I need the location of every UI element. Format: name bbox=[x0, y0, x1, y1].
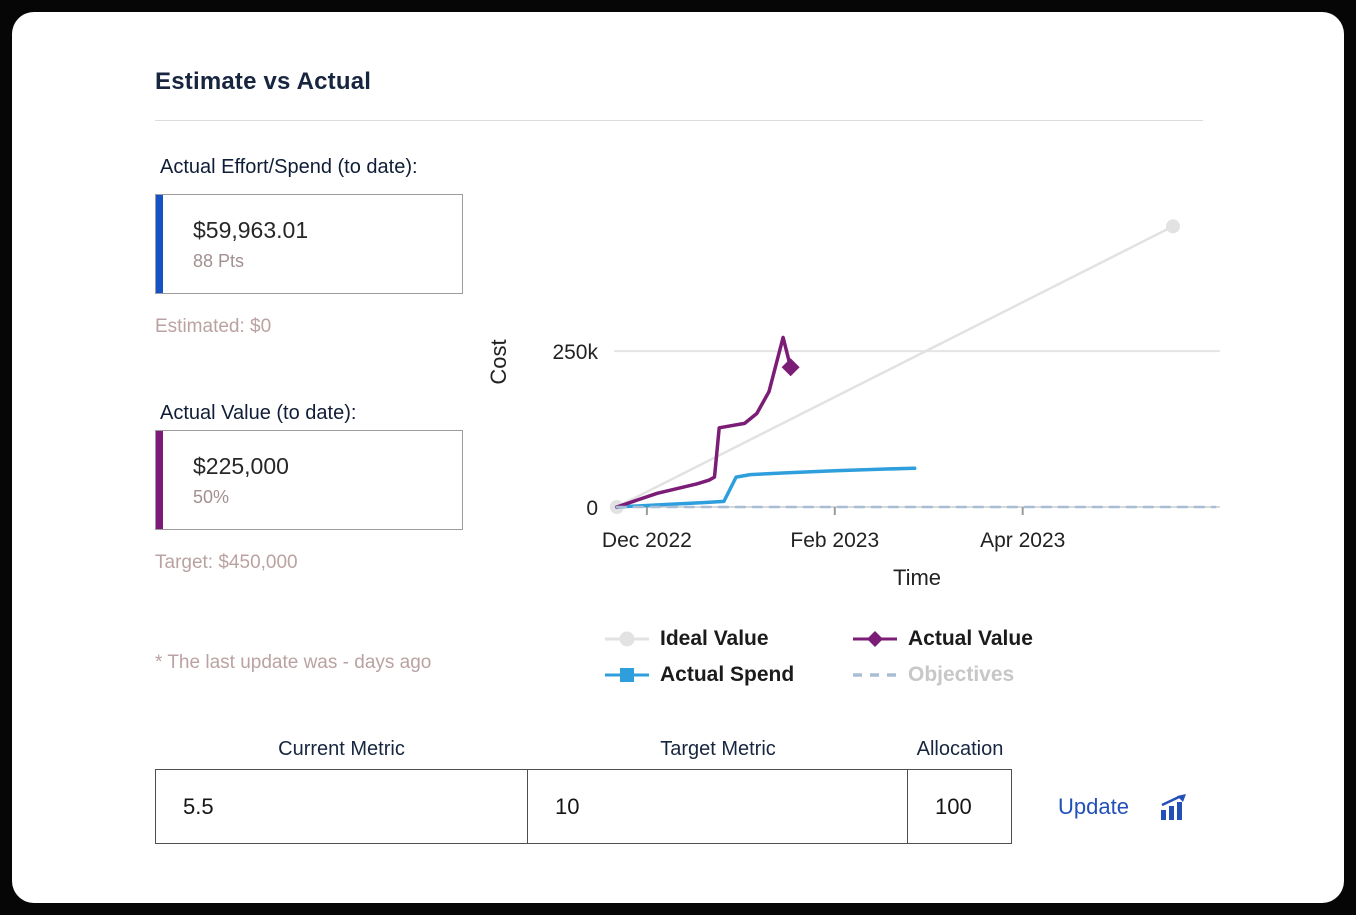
current-metric-input[interactable] bbox=[156, 770, 528, 843]
value-label: Actual Value (to date): bbox=[160, 402, 357, 424]
estimate-vs-actual-card: Estimate vs Actual Actual Effort/Spend (… bbox=[12, 12, 1344, 903]
legend-item-actual-value[interactable]: Actual Value bbox=[852, 624, 1112, 654]
legend-item-ideal-value[interactable]: Ideal Value bbox=[604, 624, 852, 654]
ideal-value-legend-marker bbox=[605, 631, 649, 647]
actual-spend-legend-marker bbox=[605, 668, 649, 682]
value-footnote: Target: $450,000 bbox=[155, 552, 298, 573]
current-metric-header: Current Metric bbox=[278, 738, 405, 760]
update-button[interactable]: Update bbox=[1058, 793, 1129, 819]
effort-subvalue: 88 Pts bbox=[193, 250, 245, 271]
value-subvalue: 50% bbox=[193, 486, 230, 507]
value-value: $225,000 bbox=[193, 452, 289, 479]
legend-label-actual-value: Actual Value bbox=[908, 627, 1033, 650]
target-metric-header: Target Metric bbox=[660, 738, 776, 760]
allocation-input[interactable] bbox=[908, 770, 1011, 843]
page-title: Estimate vs Actual bbox=[155, 68, 372, 95]
actual-value-legend-marker bbox=[853, 631, 897, 647]
effort-accent-bar bbox=[156, 195, 163, 293]
legend-item-actual-spend[interactable]: Actual Spend bbox=[604, 660, 852, 690]
trend-chart-icon[interactable] bbox=[1159, 793, 1189, 821]
value-value-box: $225,000 50% bbox=[155, 430, 463, 530]
svg-text:250k: 250k bbox=[552, 341, 598, 364]
estimate-vs-actual-chart: 0 250k Dec 2022 Feb 2023 Apr 2023 Time Cost bbox=[486, 219, 1220, 590]
svg-text:Cost: Cost bbox=[486, 339, 511, 384]
title-divider bbox=[155, 120, 1203, 121]
legend-item-objectives[interactable]: Objectives bbox=[852, 660, 1112, 690]
allocation-header: Allocation bbox=[916, 738, 1004, 760]
legend-label-objectives: Objectives bbox=[908, 663, 1015, 686]
update-controls: Update bbox=[1058, 769, 1189, 844]
svg-text:Apr 2023: Apr 2023 bbox=[980, 529, 1065, 552]
value-accent-bar bbox=[156, 431, 163, 529]
svg-text:Dec 2022: Dec 2022 bbox=[602, 529, 692, 552]
effort-value: $59,963.01 bbox=[193, 216, 309, 243]
effort-footnote: Estimated: $0 bbox=[155, 316, 272, 337]
target-metric-input[interactable] bbox=[528, 770, 908, 843]
svg-text:0: 0 bbox=[586, 497, 598, 520]
effort-value-box: $59,963.01 88 Pts bbox=[155, 194, 463, 294]
form-headers: Current Metric Target Metric Allocation bbox=[155, 738, 1012, 761]
objectives-legend-marker bbox=[853, 673, 897, 677]
svg-text:Time: Time bbox=[893, 565, 941, 590]
last-update-note: * The last update was - days ago bbox=[155, 652, 432, 673]
svg-text:Feb 2023: Feb 2023 bbox=[790, 529, 879, 552]
legend-label-actual-spend: Actual Spend bbox=[660, 663, 795, 686]
chart-legend: Ideal Value Actual Value Actual Spend Ob… bbox=[604, 624, 1112, 690]
legend-label-ideal-value: Ideal Value bbox=[660, 627, 769, 650]
effort-label: Actual Effort/Spend (to date): bbox=[160, 156, 418, 178]
metrics-form-row bbox=[155, 769, 1012, 844]
